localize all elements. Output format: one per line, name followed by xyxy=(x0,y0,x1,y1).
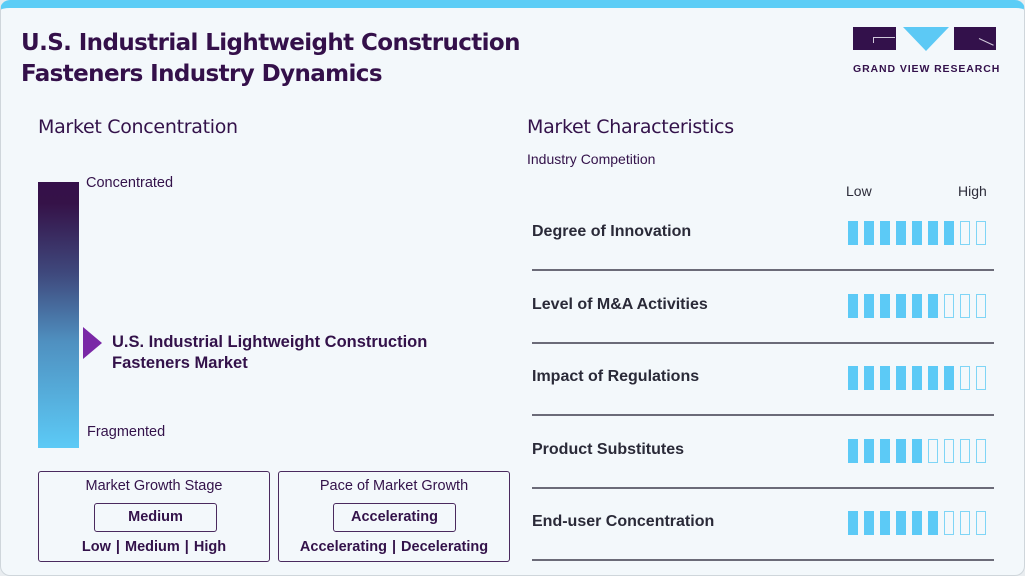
characteristic-row: End-user Concentration xyxy=(532,498,994,571)
rating-segment-filled xyxy=(896,293,906,318)
rating-segment-filled xyxy=(928,221,938,245)
row-divider xyxy=(532,559,994,561)
rating-segment-filled xyxy=(880,293,890,318)
fragmented-label: Fragmented xyxy=(87,424,166,440)
logo-text: GRAND VIEW RESEARCH xyxy=(853,63,1001,75)
rating-bars xyxy=(848,293,986,318)
rating-segment-empty xyxy=(928,438,938,463)
rating-segment-empty xyxy=(960,221,970,245)
rating-segment-filled xyxy=(880,366,890,390)
rating-segment-filled xyxy=(912,438,922,463)
characteristic-row: Impact of Regulations xyxy=(532,353,994,426)
title-line-1: U.S. Industrial Lightweight Construction xyxy=(21,30,521,56)
characteristic-row: Level of M&A Activities xyxy=(532,281,994,354)
characteristic-row: Degree of Innovation xyxy=(532,208,994,281)
rating-segment-filled xyxy=(864,511,874,535)
rating-segment-filled xyxy=(912,221,922,245)
market-name-line-2: Fasteners Market xyxy=(112,354,248,372)
rating-segment-filled xyxy=(944,366,954,390)
rating-segment-filled xyxy=(848,366,858,390)
rating-segment-empty xyxy=(960,511,970,535)
grand-view-research-logo: GRAND VIEW RESEARCH xyxy=(853,27,1001,75)
logo-block-g xyxy=(853,27,896,50)
rating-segment-filled xyxy=(880,438,890,463)
characteristic-label: End-user Concentration xyxy=(532,513,715,530)
rating-segment-filled xyxy=(864,366,874,390)
scale-low-label: Low xyxy=(846,183,872,199)
rating-bars xyxy=(848,511,986,535)
characteristic-label: Impact of Regulations xyxy=(532,368,700,385)
pace-value: Accelerating xyxy=(333,503,456,532)
logo-line xyxy=(873,37,874,43)
rating-segment-empty xyxy=(976,511,986,535)
row-divider xyxy=(532,486,994,489)
rating-segment-empty xyxy=(944,293,954,318)
logo-line xyxy=(873,37,895,38)
rating-segment-filled xyxy=(864,221,874,245)
rating-segment-filled xyxy=(864,438,874,463)
rating-segment-filled xyxy=(896,366,906,390)
market-name-line-1: U.S. Industrial Lightweight Construction xyxy=(112,333,428,351)
page-title: U.S. Industrial Lightweight Construction… xyxy=(21,28,521,90)
rating-segment-filled xyxy=(896,511,906,535)
market-growth-stage-box: Market Growth Stage Medium Low | Medium … xyxy=(38,471,270,562)
rating-bars xyxy=(848,221,986,245)
market-concentration-title: Market Concentration xyxy=(38,116,238,138)
concentrated-label: Concentrated xyxy=(86,175,174,191)
rating-segment-empty xyxy=(960,366,970,390)
characteristic-row: Product Substitutes xyxy=(532,426,994,499)
pace-of-market-growth-box: Pace of Market Growth Accelerating Accel… xyxy=(278,471,510,562)
growth-stage-title: Market Growth Stage xyxy=(85,478,223,494)
rating-segment-filled xyxy=(944,221,954,245)
rating-segment-empty xyxy=(960,438,970,463)
rating-segment-empty xyxy=(976,221,986,245)
rating-segment-filled xyxy=(880,511,890,535)
characteristic-label: Level of M&A Activities xyxy=(532,295,708,313)
row-divider xyxy=(532,341,994,344)
rating-segment-filled xyxy=(848,221,858,245)
characteristic-label: Product Substitutes xyxy=(532,440,685,458)
concentration-gradient-bar xyxy=(38,182,79,448)
rating-bars xyxy=(848,366,986,390)
title-line-2: Fasteners Industry Dynamics xyxy=(21,61,383,87)
industry-competition-subtitle: Industry Competition xyxy=(527,151,656,167)
market-name: U.S. Industrial Lightweight Construction… xyxy=(112,332,427,374)
logo-triangle-v xyxy=(903,27,949,51)
scale-high-label: High xyxy=(958,183,987,199)
rating-segment-empty xyxy=(976,438,986,463)
rating-segment-filled xyxy=(848,511,858,535)
row-divider xyxy=(532,269,994,271)
rating-segment-empty xyxy=(976,293,986,318)
rating-segment-empty xyxy=(944,438,954,463)
rating-segment-empty xyxy=(976,366,986,390)
rating-segment-filled xyxy=(928,366,938,390)
logo-block-r xyxy=(954,27,996,50)
rating-segment-empty xyxy=(944,511,954,535)
rating-segment-filled xyxy=(880,221,890,245)
rating-segment-filled xyxy=(912,366,922,390)
rating-bars xyxy=(848,438,986,463)
market-characteristics-title: Market Characteristics xyxy=(527,116,734,138)
growth-stage-options: Low | Medium | High xyxy=(81,539,227,555)
rating-segment-filled xyxy=(912,511,922,535)
row-divider xyxy=(532,414,994,416)
rating-segment-filled xyxy=(848,438,858,463)
market-pointer-icon xyxy=(83,327,102,359)
rating-segment-filled xyxy=(896,438,906,463)
rating-segment-filled xyxy=(928,511,938,535)
rating-segment-filled xyxy=(848,293,858,318)
growth-stage-value: Medium xyxy=(94,503,217,532)
rating-segment-filled xyxy=(864,293,874,318)
rating-segment-empty xyxy=(960,293,970,318)
rating-segment-filled xyxy=(896,221,906,245)
rating-segment-filled xyxy=(928,293,938,318)
rating-segment-filled xyxy=(912,293,922,318)
pace-title: Pace of Market Growth xyxy=(319,478,469,494)
pace-options: Accelerating | Decelerating xyxy=(299,539,489,555)
characteristic-label: Degree of Innovation xyxy=(532,223,692,240)
